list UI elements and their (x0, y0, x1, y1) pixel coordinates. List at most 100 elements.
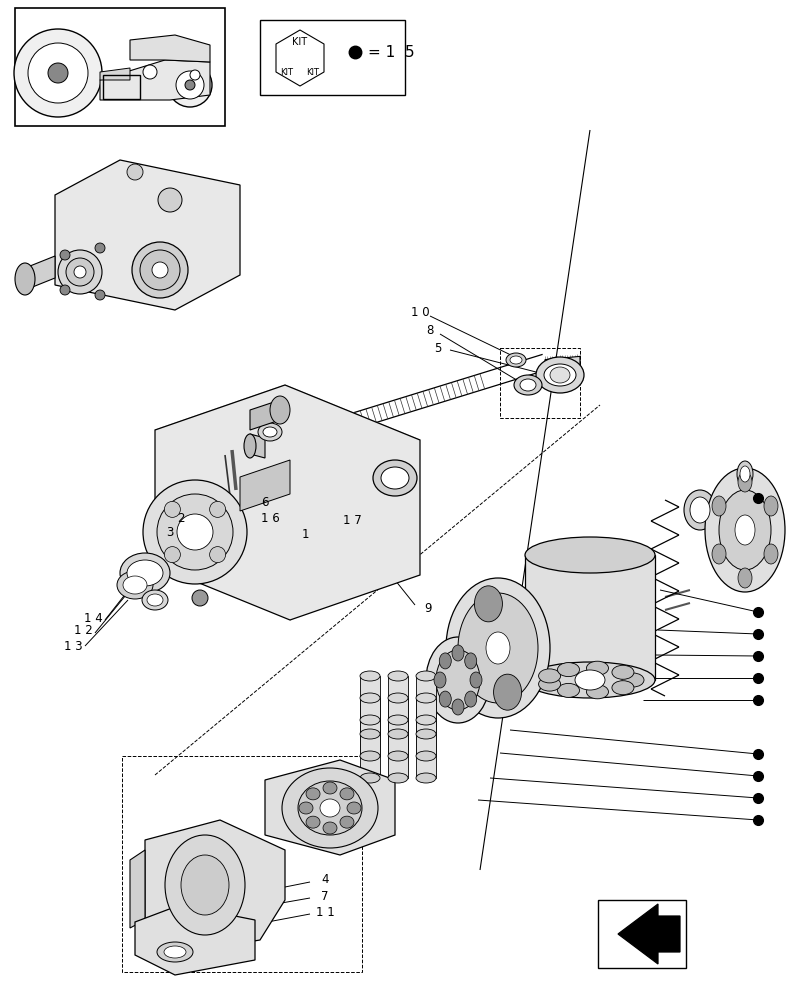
Ellipse shape (320, 799, 340, 817)
Bar (15, 8, 225, 126)
Ellipse shape (164, 501, 180, 517)
Ellipse shape (181, 855, 229, 915)
Ellipse shape (185, 80, 195, 90)
Text: KIT: KIT (280, 68, 293, 77)
Ellipse shape (190, 70, 200, 80)
Ellipse shape (586, 685, 607, 699)
Text: 1: 1 (301, 528, 308, 542)
Ellipse shape (763, 496, 777, 516)
Ellipse shape (464, 653, 476, 669)
Ellipse shape (95, 243, 105, 253)
Polygon shape (250, 400, 280, 430)
Ellipse shape (464, 691, 476, 707)
Ellipse shape (298, 781, 362, 835)
Ellipse shape (415, 773, 436, 783)
Ellipse shape (415, 751, 436, 761)
Ellipse shape (143, 65, 157, 79)
Polygon shape (359, 698, 380, 756)
Ellipse shape (323, 822, 337, 834)
Ellipse shape (157, 494, 233, 570)
Text: 9: 9 (423, 601, 431, 614)
Ellipse shape (611, 681, 633, 695)
Ellipse shape (380, 467, 409, 489)
Text: 4: 4 (321, 874, 328, 886)
Ellipse shape (436, 650, 479, 710)
Ellipse shape (142, 590, 168, 610)
Ellipse shape (557, 683, 579, 697)
Ellipse shape (164, 946, 186, 958)
Ellipse shape (191, 590, 208, 606)
Polygon shape (415, 676, 436, 734)
Ellipse shape (258, 423, 281, 441)
Polygon shape (240, 460, 290, 511)
Ellipse shape (298, 802, 312, 814)
Ellipse shape (525, 537, 654, 573)
Ellipse shape (737, 568, 751, 588)
Ellipse shape (426, 637, 489, 723)
Polygon shape (525, 555, 654, 680)
Ellipse shape (359, 693, 380, 703)
Ellipse shape (415, 671, 436, 681)
Ellipse shape (168, 63, 212, 107)
Ellipse shape (388, 671, 407, 681)
Ellipse shape (359, 671, 380, 681)
Ellipse shape (157, 942, 193, 962)
Ellipse shape (147, 594, 163, 606)
Polygon shape (264, 760, 394, 855)
Polygon shape (544, 356, 579, 368)
Ellipse shape (209, 547, 225, 563)
Ellipse shape (127, 164, 143, 180)
Ellipse shape (117, 571, 152, 599)
Ellipse shape (493, 674, 521, 710)
Ellipse shape (415, 693, 436, 703)
Text: 1 3: 1 3 (63, 640, 82, 652)
Ellipse shape (165, 835, 245, 935)
Ellipse shape (737, 472, 751, 492)
Ellipse shape (683, 490, 715, 530)
Ellipse shape (519, 379, 535, 391)
Ellipse shape (388, 751, 407, 761)
Ellipse shape (127, 560, 163, 586)
Ellipse shape (340, 788, 354, 800)
Text: = 1  5: = 1 5 (367, 45, 414, 60)
Ellipse shape (263, 427, 277, 437)
Ellipse shape (457, 593, 538, 703)
Ellipse shape (452, 645, 463, 661)
Ellipse shape (306, 816, 320, 828)
Ellipse shape (445, 578, 549, 718)
Polygon shape (25, 256, 55, 290)
Ellipse shape (525, 662, 654, 698)
Bar (597, 900, 685, 968)
Ellipse shape (535, 357, 583, 393)
Ellipse shape (48, 63, 68, 83)
Ellipse shape (15, 263, 35, 295)
Bar (122, 756, 362, 972)
Ellipse shape (58, 250, 102, 294)
Ellipse shape (388, 773, 407, 783)
Ellipse shape (736, 461, 752, 487)
Polygon shape (130, 850, 145, 928)
Ellipse shape (359, 773, 380, 783)
Ellipse shape (486, 632, 509, 664)
Ellipse shape (739, 466, 749, 482)
Bar (103, 75, 139, 99)
Text: 8: 8 (426, 324, 433, 338)
Ellipse shape (60, 285, 70, 295)
Ellipse shape (388, 729, 407, 739)
Polygon shape (155, 385, 419, 620)
Ellipse shape (549, 367, 569, 383)
Text: 1 1: 1 1 (315, 906, 334, 919)
Bar (500, 348, 579, 418)
Polygon shape (100, 60, 210, 100)
Ellipse shape (176, 71, 204, 99)
Ellipse shape (621, 673, 643, 687)
Ellipse shape (74, 266, 86, 278)
Ellipse shape (60, 250, 70, 260)
Ellipse shape (711, 544, 725, 564)
Text: 2: 2 (177, 512, 185, 524)
Ellipse shape (439, 691, 451, 707)
Ellipse shape (152, 262, 168, 278)
Ellipse shape (164, 547, 180, 563)
Ellipse shape (711, 496, 725, 516)
Ellipse shape (452, 699, 463, 715)
